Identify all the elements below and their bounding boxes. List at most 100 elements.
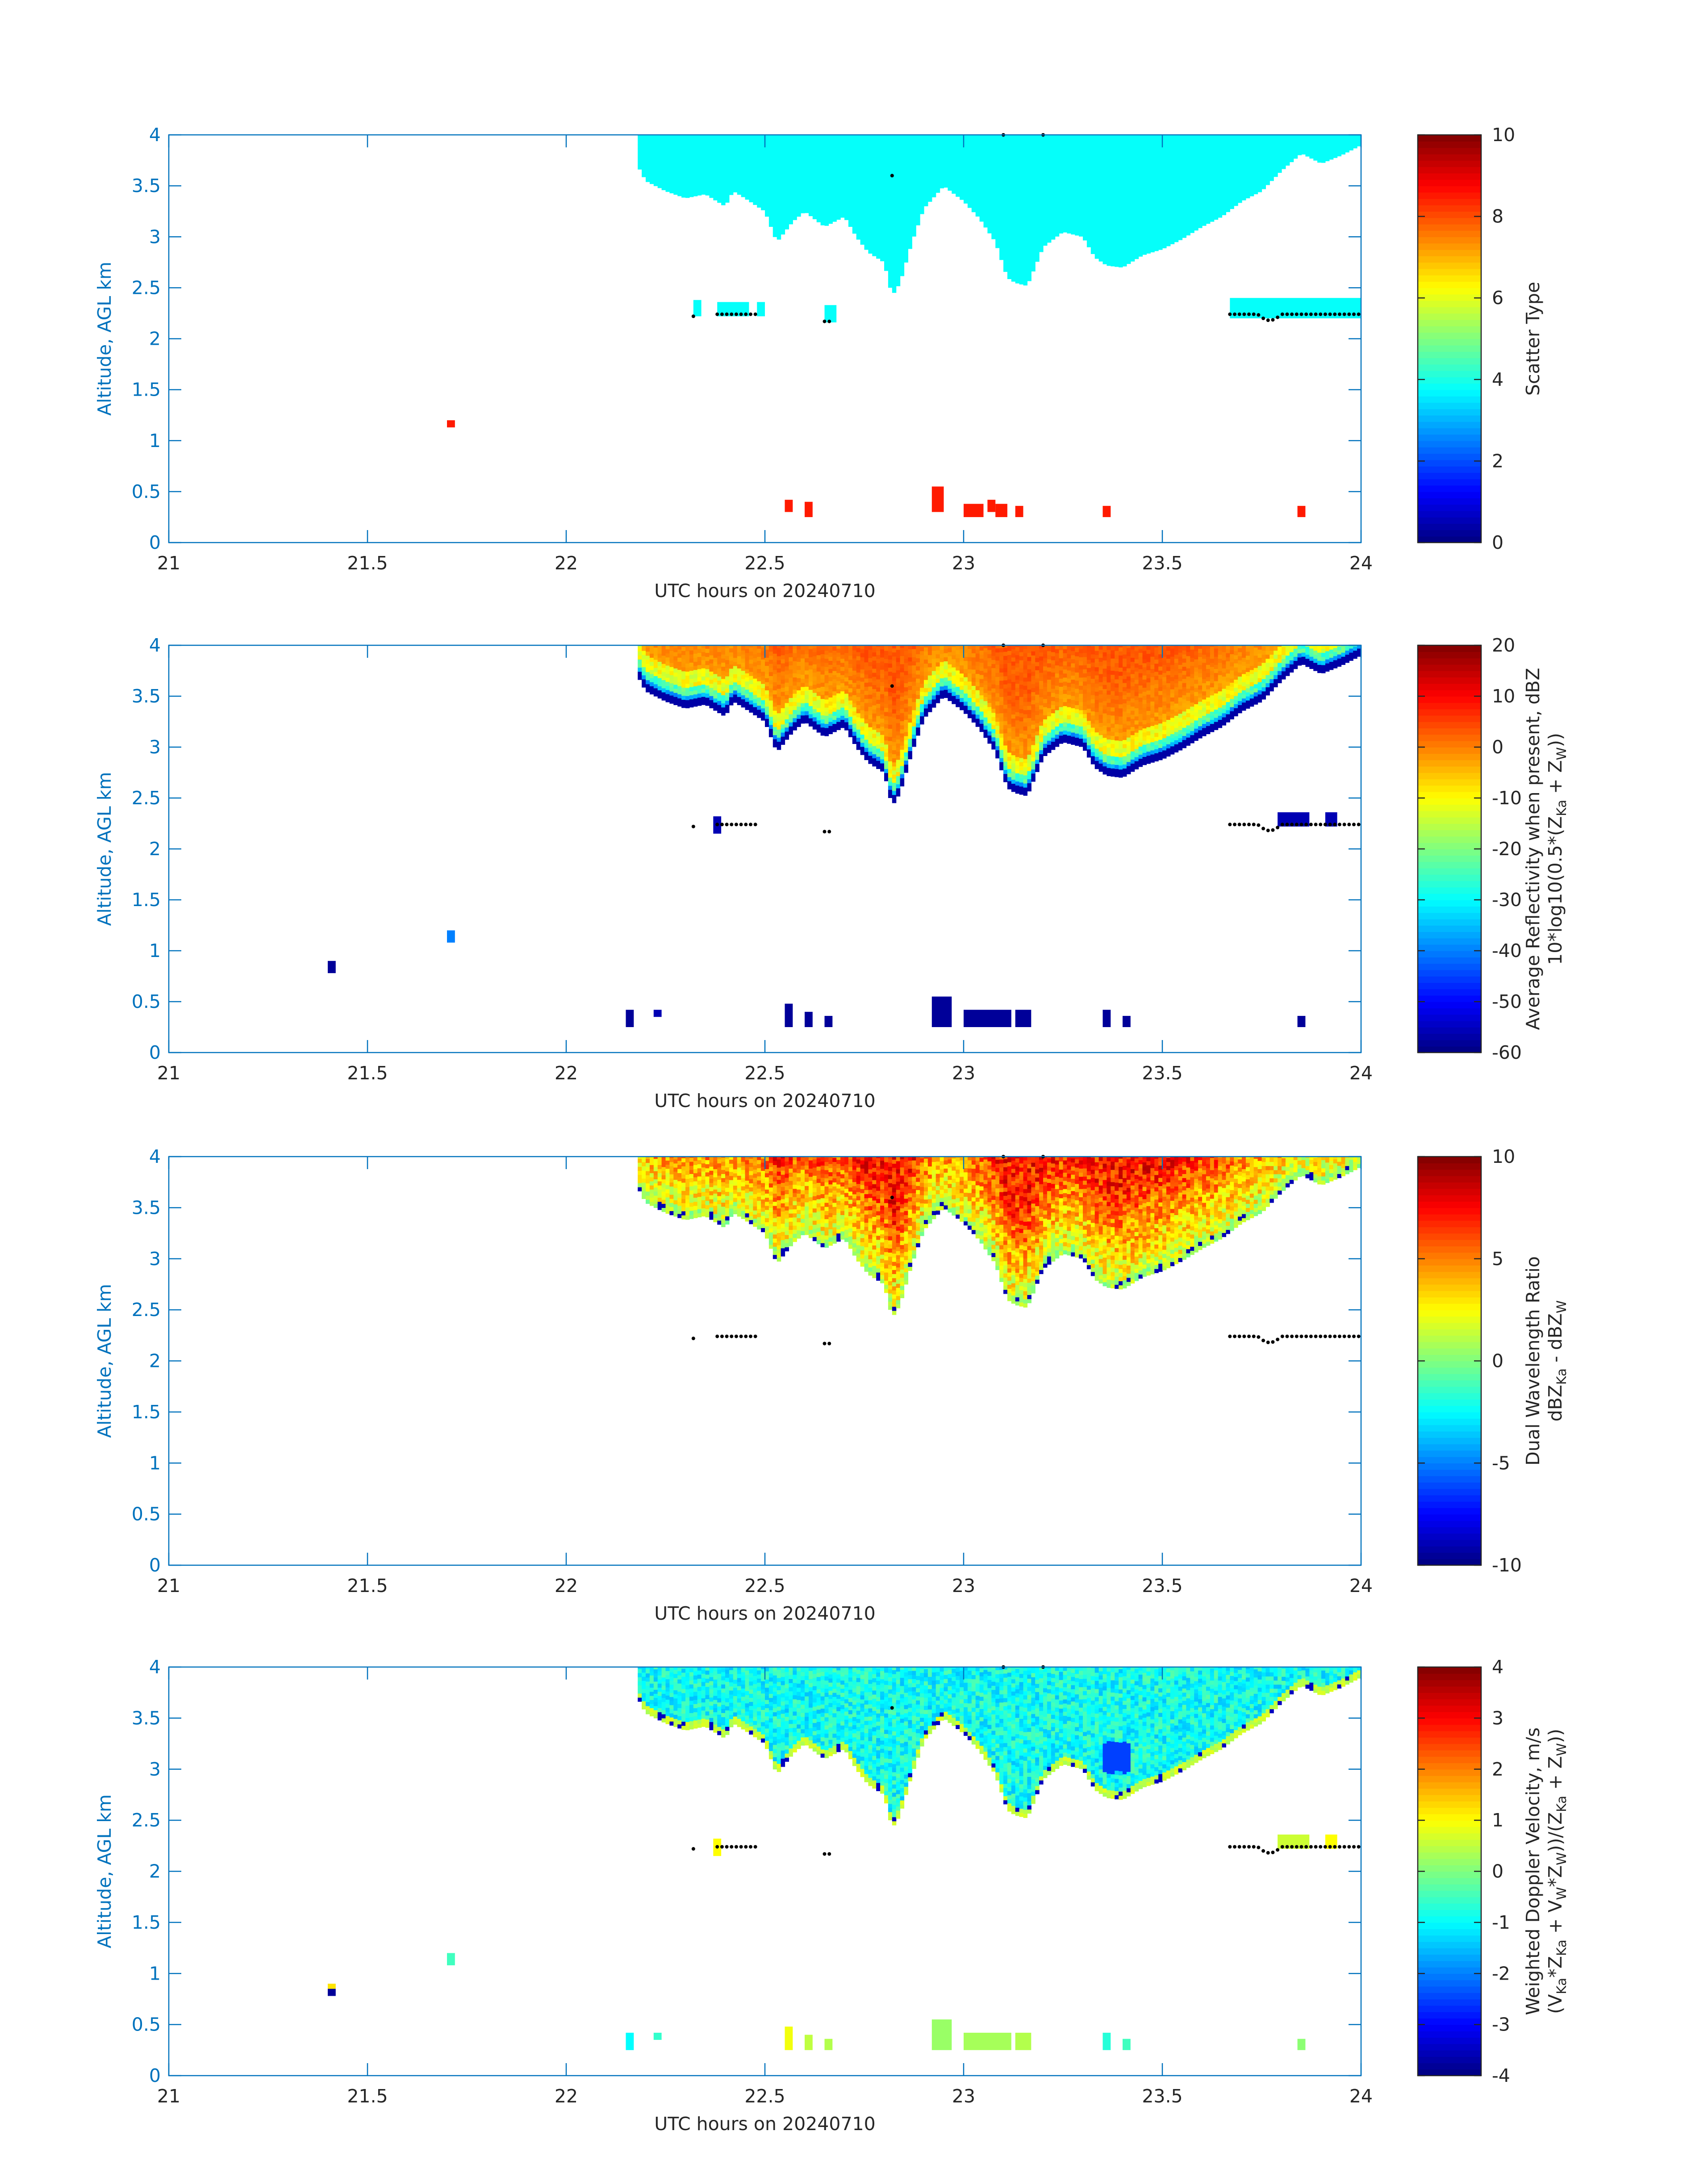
data-cell xyxy=(1098,224,1103,229)
data-cell xyxy=(801,670,805,675)
data-cell xyxy=(1134,169,1139,174)
data-cell xyxy=(967,183,972,188)
data-cell xyxy=(872,174,877,179)
data-cell xyxy=(1071,218,1075,222)
data-cell xyxy=(677,685,682,690)
data-cell xyxy=(801,164,805,169)
data-cell xyxy=(1130,253,1135,258)
data-cell xyxy=(1186,202,1190,207)
data-cell xyxy=(979,196,984,201)
data-cell xyxy=(999,215,1004,219)
data-cell xyxy=(1107,208,1111,213)
data-cell xyxy=(1090,143,1095,148)
data-cell xyxy=(812,652,817,656)
data-cell xyxy=(768,141,773,146)
data-cell xyxy=(797,167,801,172)
data-cell xyxy=(768,198,773,203)
data-cell xyxy=(797,694,801,699)
data-cell xyxy=(1019,186,1024,191)
data-cell xyxy=(1031,263,1036,267)
data-cell xyxy=(1253,173,1258,178)
data-cell xyxy=(940,175,944,180)
data-cell xyxy=(836,701,841,706)
data-cell xyxy=(1309,146,1314,150)
data-cell xyxy=(1194,153,1199,157)
melting-layer-dot xyxy=(1357,312,1361,316)
data-cell xyxy=(828,685,833,689)
colorbar-swatch xyxy=(1418,504,1481,511)
data-cell xyxy=(1230,159,1234,164)
data-cell xyxy=(642,144,646,149)
data-cell xyxy=(761,189,765,194)
data-cell xyxy=(912,204,916,208)
data-cell xyxy=(1170,235,1175,240)
data-cell xyxy=(677,694,682,698)
data-cell xyxy=(789,698,793,702)
data-cell xyxy=(1142,217,1147,222)
data-cell xyxy=(1226,191,1230,196)
data-cell xyxy=(753,690,757,695)
x-tick-label: 23 xyxy=(952,552,975,574)
data-cell xyxy=(1134,136,1139,141)
data-cell xyxy=(816,712,821,717)
data-cell xyxy=(840,140,845,145)
data-cell xyxy=(964,183,968,188)
data-cell xyxy=(1166,156,1171,161)
data-cell xyxy=(757,693,761,698)
colorbar-label: Scatter Type xyxy=(1522,282,1544,396)
data-cell xyxy=(971,175,976,180)
data-cell xyxy=(892,251,897,256)
data-cell xyxy=(1055,183,1060,188)
data-cell xyxy=(900,227,905,231)
data-cell xyxy=(709,149,714,153)
data-cell xyxy=(971,142,976,147)
data-cell xyxy=(1158,184,1163,189)
data-cell xyxy=(1083,150,1087,155)
data-cell xyxy=(904,168,908,173)
data-cell xyxy=(661,676,666,681)
data-cell xyxy=(1094,221,1099,226)
data-cell xyxy=(820,135,825,140)
colorbar-swatch xyxy=(1418,141,1481,148)
data-cell xyxy=(964,179,968,184)
data-cell xyxy=(661,647,666,652)
data-cell xyxy=(1019,166,1024,171)
data-cell xyxy=(1035,229,1040,234)
data-cell xyxy=(1090,184,1095,189)
data-cell xyxy=(876,209,881,214)
data-cell xyxy=(1142,197,1147,202)
data-cell xyxy=(749,663,753,668)
data-cell xyxy=(876,238,881,242)
data-cell xyxy=(1206,170,1211,175)
data-cell xyxy=(737,697,742,701)
data-cell xyxy=(749,190,753,194)
data-cell xyxy=(1182,188,1186,193)
data-cell xyxy=(1317,158,1322,163)
data-cell xyxy=(646,145,650,150)
data-cell xyxy=(971,204,976,209)
data-cell xyxy=(793,216,797,220)
data-cell xyxy=(1047,218,1052,222)
data-cell xyxy=(868,147,873,152)
data-cell xyxy=(1102,138,1107,142)
data-cell xyxy=(685,185,690,190)
data-cell xyxy=(900,247,905,252)
data-cell xyxy=(876,205,881,210)
data-cell xyxy=(892,280,897,285)
data-cell xyxy=(1111,148,1115,152)
data-cell xyxy=(1031,202,1036,206)
data-cell xyxy=(805,172,809,177)
data-cell xyxy=(1094,185,1099,190)
data-cell xyxy=(1249,151,1254,156)
data-cell xyxy=(912,175,916,180)
data-cell xyxy=(741,176,746,181)
data-cell xyxy=(844,195,849,200)
data-cell xyxy=(1051,162,1056,167)
data-cell xyxy=(1023,265,1027,269)
data-cell xyxy=(836,648,841,653)
data-cell xyxy=(1023,256,1027,261)
data-cell xyxy=(765,196,769,201)
colorbar-swatch xyxy=(1418,536,1481,543)
data-cell xyxy=(773,163,777,168)
data-cell xyxy=(1182,213,1186,218)
